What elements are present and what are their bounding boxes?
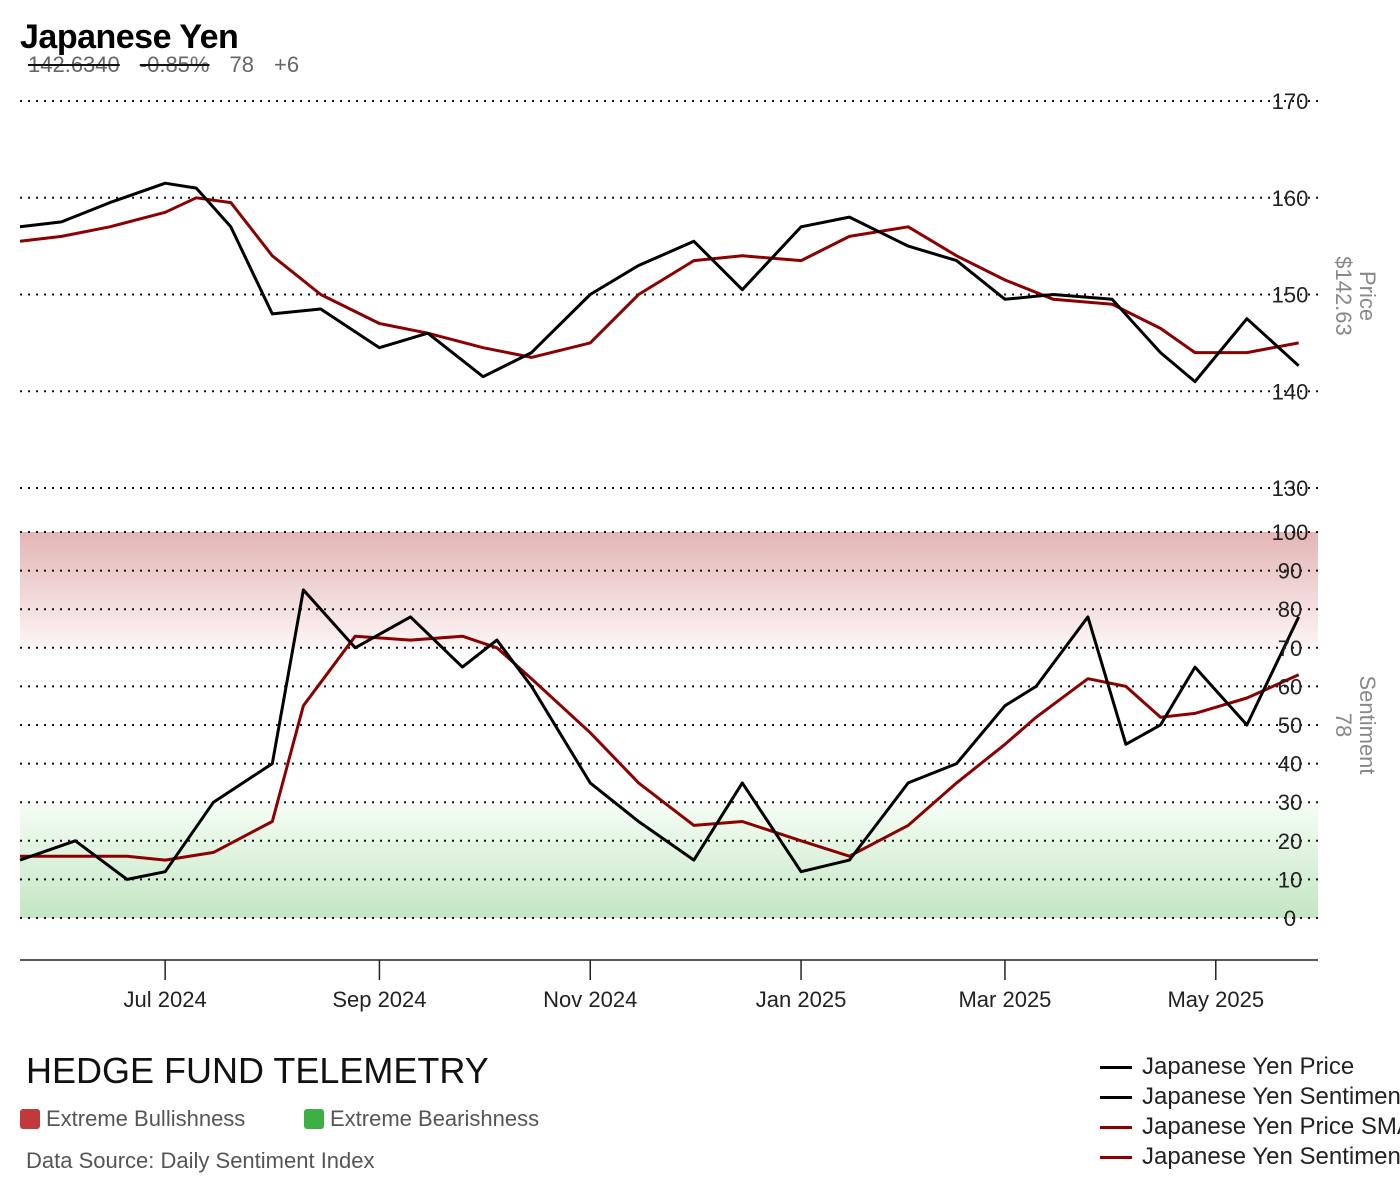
legend-label: Japanese Yen Price <box>1142 1053 1355 1080</box>
sentiment-tick-label: 90 <box>1278 559 1302 584</box>
key-bear-label: Extreme Bearishness <box>330 1106 540 1131</box>
sentiment-axis-title: Sentiment <box>1355 675 1380 774</box>
x-tick-label: May 2025 <box>1167 987 1264 1012</box>
legend-label: Japanese Yen Sentiment SMA <box>1142 1143 1400 1170</box>
sentiment-tick-label: 60 <box>1278 674 1302 699</box>
x-tick-label: Jul 2024 <box>124 987 207 1012</box>
sentiment-tick-label: 20 <box>1278 829 1302 854</box>
sentiment-tick-label: 50 <box>1278 713 1302 738</box>
sentiment-tick-label: 10 <box>1278 867 1302 892</box>
sentiment-tick-label: 100 <box>1272 520 1309 545</box>
extreme-bearish-zone <box>20 802 1318 918</box>
legend-line-icon <box>1100 1065 1132 1069</box>
chart-canvas: 170160150140130Price$142.631009080706050… <box>19 89 1380 1012</box>
sentiment-tick-label: 0 <box>1284 906 1296 931</box>
brand-name: HEDGE FUND TELEMETRY <box>26 1050 489 1091</box>
price-tick-label: 160 <box>1272 186 1309 211</box>
header-stats: 142.6340 -0.85% 78 +6 <box>28 52 319 78</box>
legend-item-sentiment-sma[interactable]: Japanese Yen Sentiment SMA <box>1100 1142 1400 1172</box>
key-extreme-bullishness: Extreme Bullishness <box>20 1106 245 1132</box>
sentiment-tick-label: 80 <box>1278 597 1302 622</box>
data-source: Data Source: Daily Sentiment Index <box>26 1148 375 1173</box>
sentiment-tick-label: 70 <box>1278 636 1302 661</box>
series-line-japanese-yen-price-sma <box>19 196 1299 359</box>
extreme-bullish-zone <box>20 532 1318 648</box>
bull-swatch <box>20 1109 40 1129</box>
price-value: 142.6340 <box>28 52 120 77</box>
legend-label: Japanese Yen Sentiment <box>1142 1083 1400 1110</box>
sentiment-tick-label: 30 <box>1278 790 1302 815</box>
price-tick-label: 170 <box>1272 89 1309 114</box>
legend-line-icon <box>1100 1095 1132 1099</box>
price-axis-title: Price <box>1355 271 1380 321</box>
key-extreme-bearishness: Extreme Bearishness <box>304 1106 539 1132</box>
x-tick-label: Mar 2025 <box>958 987 1051 1012</box>
key-bull-label: Extreme Bullishness <box>46 1106 246 1131</box>
price-tick-label: 140 <box>1272 379 1309 404</box>
legend-label: Japanese Yen Price SMA <box>1142 1113 1400 1140</box>
legend-line-icon <box>1100 1125 1132 1129</box>
price-current-value: $142.63 <box>1331 256 1356 336</box>
price-side-label: Price$142.63 <box>1331 256 1380 336</box>
bear-swatch <box>304 1109 324 1129</box>
sentiment-value: 78 <box>229 52 254 77</box>
price-tick-label: 150 <box>1272 283 1309 308</box>
series-line-japanese-yen-price <box>19 181 1300 384</box>
series-line-japanese-yen-sentiment <box>19 588 1301 881</box>
sentiment-current-value: 78 <box>1331 713 1356 737</box>
chart-title: Japanese Yen <box>20 18 239 56</box>
x-tick-label: Jan 2025 <box>756 987 847 1012</box>
price-tick-label: 130 <box>1272 476 1309 501</box>
legend-item-price[interactable]: Japanese Yen Price <box>1100 1052 1400 1082</box>
legend-item-price-sma[interactable]: Japanese Yen Price SMA <box>1100 1112 1400 1142</box>
legend-item-sentiment[interactable]: Japanese Yen Sentiment <box>1100 1082 1400 1112</box>
x-tick-label: Nov 2024 <box>543 987 637 1012</box>
sentiment-tick-label: 40 <box>1278 752 1302 777</box>
legend: Japanese Yen Price Japanese Yen Sentimen… <box>1100 1052 1400 1172</box>
change-percent: -0.85% <box>139 52 210 77</box>
legend-line-icon <box>1100 1155 1132 1159</box>
x-tick-label: Sep 2024 <box>332 987 426 1012</box>
sentiment-change: +6 <box>273 52 300 77</box>
